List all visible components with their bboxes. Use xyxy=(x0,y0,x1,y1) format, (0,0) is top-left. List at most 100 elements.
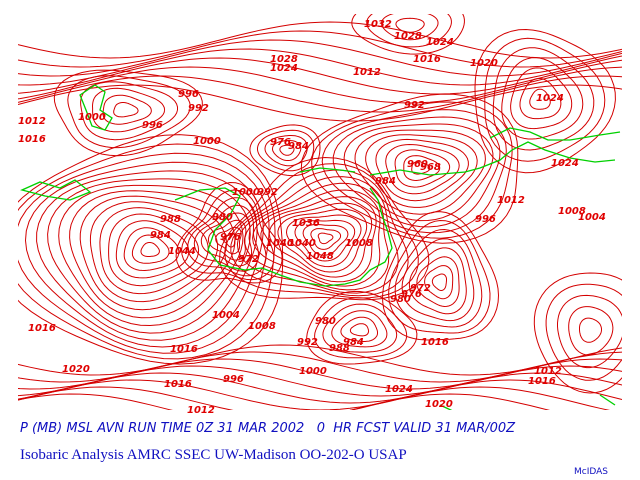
isobar xyxy=(18,30,622,68)
isobar xyxy=(268,202,373,278)
isobar xyxy=(302,224,349,256)
isobar-label: 1020 xyxy=(62,364,90,375)
isobar xyxy=(519,78,562,120)
isobar xyxy=(501,57,584,140)
isobar-label: 992 xyxy=(257,187,278,198)
isobar xyxy=(36,170,258,341)
isobar xyxy=(249,124,321,177)
isobar-label: 980 xyxy=(315,316,336,327)
isobar-label: 976 xyxy=(270,137,291,148)
isobar xyxy=(108,213,200,287)
isobar xyxy=(510,67,573,130)
isobar xyxy=(260,196,377,283)
isobar xyxy=(382,211,500,341)
isobar xyxy=(416,256,460,308)
isobar xyxy=(380,14,439,41)
isobar-label: 1048 xyxy=(306,251,334,262)
isobar xyxy=(322,303,398,353)
isobar xyxy=(365,134,478,208)
isobar xyxy=(343,123,494,222)
isobar xyxy=(123,227,180,272)
isobar-label: 1040 xyxy=(288,238,316,249)
isobar xyxy=(219,156,430,301)
isobar xyxy=(102,94,152,125)
isobar-label: 996 xyxy=(475,214,496,225)
isobar xyxy=(314,297,408,359)
isobar-label: 1000 xyxy=(299,366,327,377)
isobar xyxy=(394,228,483,328)
isobar xyxy=(545,283,622,381)
isobar xyxy=(140,242,160,257)
isobar xyxy=(224,163,419,299)
isobar-label: 1016 xyxy=(18,134,46,145)
isobar xyxy=(294,219,356,262)
isobar-label: 984 xyxy=(150,230,171,241)
isobar xyxy=(331,310,388,348)
isobar-label: 1032 xyxy=(364,19,392,30)
isobar xyxy=(431,273,447,291)
coastlines xyxy=(20,84,621,410)
isobar-label: 1036 xyxy=(292,218,320,229)
isobar xyxy=(340,316,378,342)
isobar xyxy=(354,129,486,215)
isobar xyxy=(385,143,460,195)
isobar xyxy=(408,247,467,315)
isobar-label: 988 xyxy=(329,343,350,354)
isobar xyxy=(18,386,611,410)
isobar-label: 1008 xyxy=(558,206,586,217)
isobar xyxy=(18,372,622,404)
isobar xyxy=(175,181,283,284)
isobar xyxy=(257,129,315,172)
isobar-label: 1016 xyxy=(28,323,56,334)
isobar xyxy=(200,212,253,267)
isobar xyxy=(230,169,409,297)
isobar xyxy=(18,48,622,86)
isobar xyxy=(18,57,622,95)
isobar xyxy=(375,138,469,202)
isobar-label: 960 xyxy=(407,159,428,170)
isobar xyxy=(424,265,454,300)
isobar xyxy=(69,190,236,319)
isobar-label: 968 xyxy=(420,162,441,173)
isobar xyxy=(306,290,418,365)
isobar-label: 1024 xyxy=(426,37,454,48)
isobar xyxy=(317,232,334,245)
isobar xyxy=(311,101,513,239)
isobar-label: 996 xyxy=(223,374,244,385)
isobar-label: 1004 xyxy=(212,310,240,321)
isobar xyxy=(18,143,276,360)
isobar-label: 1012 xyxy=(353,67,381,78)
isobar-label: 1016 xyxy=(164,379,192,390)
isobar xyxy=(18,379,622,410)
isobars xyxy=(18,14,622,410)
isobar xyxy=(484,37,606,162)
isobar-label: 984 xyxy=(375,176,396,187)
isobar xyxy=(310,228,342,250)
caption-line1: P (MB) MSL AVN RUN TIME 0Z 31 MAR 2002 0… xyxy=(20,421,516,436)
isobar-label: 984 xyxy=(343,337,364,348)
isobar xyxy=(18,152,270,354)
isobar xyxy=(568,306,614,356)
isobar xyxy=(91,87,166,133)
isobar xyxy=(80,81,178,141)
isobar-label: 1024 xyxy=(385,384,413,395)
isobar-label: 1016 xyxy=(413,54,441,65)
isobar-label: 1012 xyxy=(534,366,562,377)
isobar xyxy=(193,204,260,272)
isobar xyxy=(207,219,247,261)
isobar-label: 1040 xyxy=(266,238,294,249)
isobar xyxy=(264,135,308,167)
isobar-label: 1000 xyxy=(193,136,221,147)
isobar xyxy=(18,39,622,77)
isobar-label: 988 xyxy=(160,214,181,225)
isobar xyxy=(18,393,551,410)
isobar-label: 1028 xyxy=(394,31,422,42)
isobar-label: 1016 xyxy=(170,344,198,355)
isobar-label: 1012 xyxy=(497,195,525,206)
isobar-label: 1016 xyxy=(421,337,449,348)
isobar xyxy=(236,176,399,294)
isobar xyxy=(187,197,267,277)
